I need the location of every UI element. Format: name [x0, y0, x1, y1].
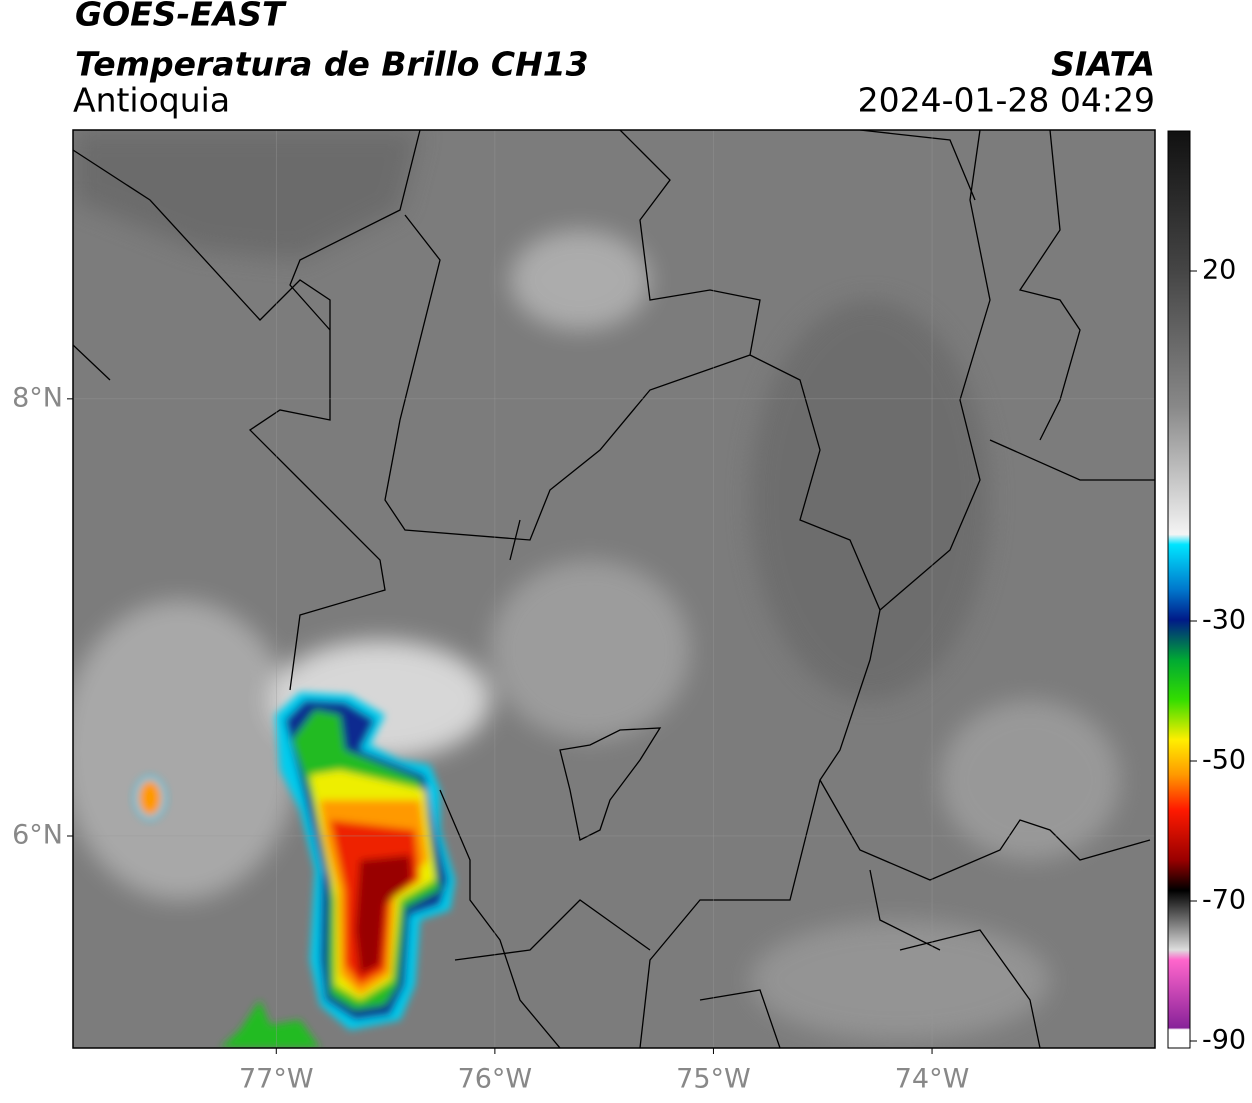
- grid: [73, 130, 1155, 1048]
- region: Antioquia: [73, 81, 230, 120]
- map-frame: [72, 129, 1156, 1049]
- title: Temperatura de Brillo CH13: [75, 45, 589, 84]
- colorbar-tick-label: -90: [1202, 1025, 1246, 1056]
- map-image: [73, 130, 1155, 1048]
- datetime: 2024-01-28 04:29: [858, 81, 1155, 120]
- x-tick-label: 76°W: [458, 1064, 533, 1095]
- colorbar-tick-label: -70: [1202, 885, 1246, 916]
- colorbar: [1167, 130, 1191, 1049]
- colorbar-tick-label: -30: [1202, 605, 1246, 636]
- x-tick-label: 75°W: [676, 1064, 751, 1095]
- x-tick-label: 74°W: [895, 1064, 970, 1095]
- colorbar-tick-label: -50: [1202, 745, 1246, 776]
- y-tick-label: 8°N: [12, 382, 63, 413]
- source: GOES-EAST: [75, 0, 287, 34]
- x-tick-label: 77°W: [239, 1064, 314, 1095]
- org: SIATA: [1051, 45, 1155, 84]
- y-tick-label: 6°N: [12, 819, 63, 850]
- colorbar-tick-label: 20: [1202, 255, 1236, 286]
